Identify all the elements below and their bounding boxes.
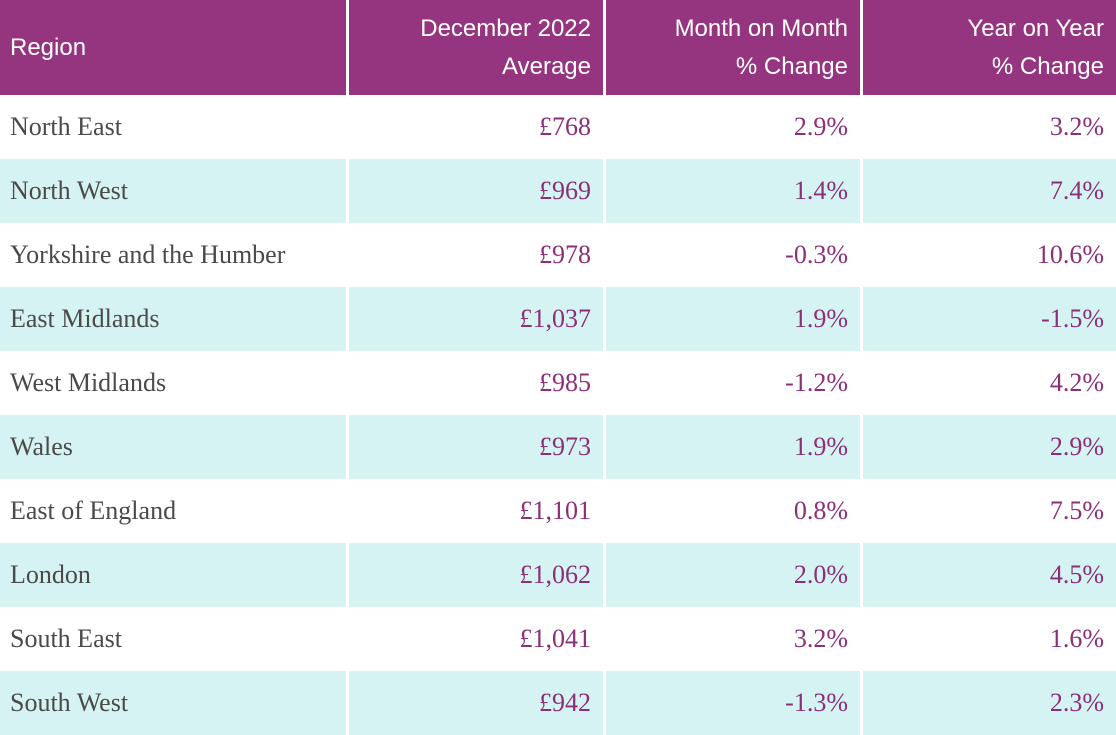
average-cell: £1,037	[349, 287, 606, 351]
average-cell: £1,041	[349, 607, 606, 671]
average-cell: £1,101	[349, 479, 606, 543]
mom-cell: 3.2%	[606, 607, 863, 671]
yoy-cell: 7.5%	[863, 479, 1116, 543]
header-mom: Month on Month % Change	[606, 0, 863, 95]
table-row: Yorkshire and the Humber £978 -0.3% 10.6…	[0, 223, 1116, 287]
header-yoy: Year on Year % Change	[863, 0, 1116, 95]
average-cell: £978	[349, 223, 606, 287]
average-cell: £969	[349, 159, 606, 223]
header-average: December 2022 Average	[349, 0, 606, 95]
table-row: South East £1,041 3.2% 1.6%	[0, 607, 1116, 671]
header-yoy-line1: Year on Year	[967, 14, 1104, 42]
mom-cell: 2.9%	[606, 95, 863, 159]
mom-cell: 1.9%	[606, 415, 863, 479]
table-row: North East £768 2.9% 3.2%	[0, 95, 1116, 159]
region-cell: South East	[0, 607, 349, 671]
average-cell: £942	[349, 671, 606, 735]
region-cell: North West	[0, 159, 349, 223]
table-row: West Midlands £985 -1.2% 4.2%	[0, 351, 1116, 415]
table-row: East Midlands £1,037 1.9% -1.5%	[0, 287, 1116, 351]
region-cell: South West	[0, 671, 349, 735]
table-row: East of England £1,101 0.8% 7.5%	[0, 479, 1116, 543]
header-row: Region December 2022 Average Month on Mo…	[0, 0, 1116, 95]
region-cell: Wales	[0, 415, 349, 479]
mom-cell: 2.0%	[606, 543, 863, 607]
header-yoy-line2: % Change	[991, 52, 1104, 80]
mom-cell: 0.8%	[606, 479, 863, 543]
table-header: Region December 2022 Average Month on Mo…	[0, 0, 1116, 95]
average-cell: £1,062	[349, 543, 606, 607]
yoy-cell: 2.3%	[863, 671, 1116, 735]
region-cell: East Midlands	[0, 287, 349, 351]
table-row: North West £969 1.4% 7.4%	[0, 159, 1116, 223]
yoy-cell: 10.6%	[863, 223, 1116, 287]
region-cell: East of England	[0, 479, 349, 543]
yoy-cell: 7.4%	[863, 159, 1116, 223]
mom-cell: -1.2%	[606, 351, 863, 415]
yoy-cell: 2.9%	[863, 415, 1116, 479]
table-row: South West £942 -1.3% 2.3%	[0, 671, 1116, 735]
average-cell: £768	[349, 95, 606, 159]
header-mom-line1: Month on Month	[674, 14, 848, 42]
mom-cell: -1.3%	[606, 671, 863, 735]
yoy-cell: 3.2%	[863, 95, 1116, 159]
header-mom-line2: % Change	[735, 52, 848, 80]
yoy-cell: 1.6%	[863, 607, 1116, 671]
table-body: North East £768 2.9% 3.2% North West £96…	[0, 95, 1116, 735]
region-cell: Yorkshire and the Humber	[0, 223, 349, 287]
mom-cell: -0.3%	[606, 223, 863, 287]
mom-cell: 1.4%	[606, 159, 863, 223]
mom-cell: 1.9%	[606, 287, 863, 351]
region-cell: West Midlands	[0, 351, 349, 415]
yoy-cell: 4.2%	[863, 351, 1116, 415]
header-region: Region	[0, 0, 349, 95]
table-row: London £1,062 2.0% 4.5%	[0, 543, 1116, 607]
yoy-cell: 4.5%	[863, 543, 1116, 607]
header-average-line2: Average	[502, 52, 591, 80]
header-region-label: Region	[10, 33, 87, 61]
average-cell: £985	[349, 351, 606, 415]
yoy-cell: -1.5%	[863, 287, 1116, 351]
table-row: Wales £973 1.9% 2.9%	[0, 415, 1116, 479]
region-cell: London	[0, 543, 349, 607]
region-cell: North East	[0, 95, 349, 159]
header-average-line1: December 2022	[420, 14, 591, 42]
average-cell: £973	[349, 415, 606, 479]
